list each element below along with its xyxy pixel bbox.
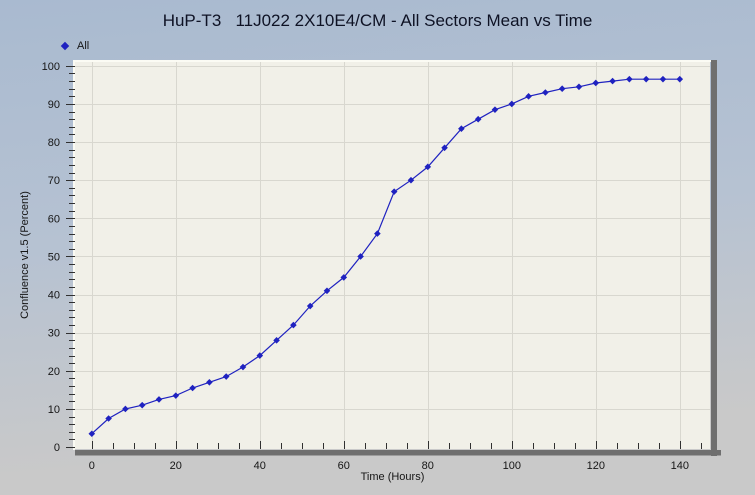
svg-text:70: 70 (48, 175, 60, 187)
svg-text:80: 80 (48, 137, 60, 149)
data-point (592, 79, 600, 87)
plot-frame (73, 60, 721, 456)
svg-text:20: 20 (48, 366, 60, 378)
svg-text:60: 60 (338, 460, 350, 472)
data-point (542, 89, 549, 96)
data-point (273, 337, 280, 344)
data-point (441, 144, 448, 152)
data-point (508, 100, 516, 108)
data-point (575, 83, 583, 91)
data-point (424, 163, 432, 171)
svg-text:40: 40 (254, 460, 266, 472)
data-point (122, 405, 129, 413)
data-point (206, 378, 213, 386)
data-point (558, 85, 566, 92)
data-point (491, 106, 499, 113)
legend: All (60, 40, 90, 52)
data-point (525, 93, 532, 100)
data-point (659, 75, 667, 83)
data-point (172, 392, 180, 399)
data-point (138, 401, 146, 409)
svg-text:60: 60 (48, 213, 60, 225)
data-point (189, 384, 196, 392)
svg-text:0: 0 (54, 442, 60, 454)
data-point (626, 75, 633, 83)
data-point (609, 77, 616, 85)
data-point (390, 188, 398, 195)
data-point (340, 274, 348, 281)
data-point (239, 363, 247, 371)
svg-text:20: 20 (170, 460, 182, 472)
legend-label: All (77, 40, 90, 52)
y-tick-labels: 0 10 20 30 40 50 60 70 80 90 100 (42, 61, 60, 454)
x-tick-labels: 0 20 40 60 80 100 120 140 (89, 460, 689, 472)
gridlines (75, 62, 710, 449)
svg-text:0: 0 (89, 460, 95, 472)
data-point (357, 253, 364, 260)
data-point (256, 352, 264, 359)
svg-text:80: 80 (422, 460, 434, 472)
svg-text:120: 120 (587, 460, 605, 472)
data-point (407, 176, 415, 184)
chart-title: HuP-T3 11J022 2X10E4/CM - All Sectors Me… (162, 11, 593, 30)
series-line (91, 78, 680, 435)
data-point (290, 321, 297, 329)
svg-text:100: 100 (42, 61, 60, 73)
svg-text:30: 30 (48, 328, 60, 340)
svg-text:90: 90 (48, 99, 60, 111)
data-point (474, 115, 482, 123)
svg-text:40: 40 (48, 290, 60, 302)
data-point (88, 430, 96, 438)
svg-text:50: 50 (48, 251, 60, 263)
data-point (105, 415, 112, 422)
data-point (222, 373, 230, 380)
data-point (306, 302, 314, 310)
data-point (155, 396, 163, 403)
data-point (323, 287, 331, 295)
svg-text:10: 10 (48, 404, 60, 416)
data-point (374, 230, 381, 237)
svg-text:100: 100 (503, 460, 521, 472)
svg-text:140: 140 (671, 460, 689, 472)
data-point (676, 75, 684, 83)
axis-ticks (66, 66, 702, 449)
data-point (458, 125, 465, 133)
plot-bg (75, 62, 710, 449)
x-axis-label: Time (Hours) (360, 471, 425, 483)
data-point (642, 75, 650, 83)
series-all (88, 75, 684, 438)
